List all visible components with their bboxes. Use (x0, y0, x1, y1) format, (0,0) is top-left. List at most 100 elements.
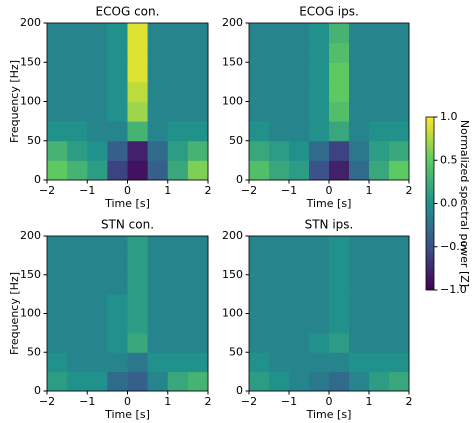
heatmap-cell (107, 23, 128, 44)
heatmap-cell (147, 332, 169, 353)
heatmap-cell (349, 371, 370, 392)
heatmap-cell (47, 274, 68, 295)
heatmap-cell (369, 313, 390, 334)
colorbar-tick-label: −1.0 (440, 283, 467, 296)
heatmap-cell (349, 81, 370, 102)
heatmap-cell (67, 160, 88, 181)
heatmap-cell (369, 352, 390, 373)
heatmap-cell (127, 42, 149, 63)
heatmap-cell (389, 101, 410, 122)
heatmap-cell (289, 313, 310, 334)
heatmap-cell (389, 42, 410, 63)
heatmap-cell (269, 101, 290, 122)
heatmap-cell (289, 352, 310, 373)
heatmap-cell (289, 294, 310, 314)
heatmap-cell (187, 140, 209, 161)
heatmap-cell (249, 42, 270, 63)
y-tick-label: 200 (222, 229, 243, 242)
x-axis-label: Time [s] (306, 408, 352, 421)
heatmap-cell (87, 255, 108, 276)
heatmap-cell (147, 62, 169, 83)
heatmap-cell (329, 101, 350, 122)
heatmap-cell (389, 255, 410, 276)
heatmap-cell (389, 274, 410, 295)
heatmap-cell (289, 371, 310, 392)
heatmap-cell (67, 274, 88, 295)
heatmap-cell (249, 101, 270, 122)
heatmap-cell (289, 140, 310, 161)
heatmap-cell (309, 236, 330, 256)
heatmap-cell (289, 62, 310, 83)
heatmap-cell (249, 236, 270, 256)
heatmap-cell (67, 81, 88, 102)
x-tick-label: 1 (164, 395, 171, 408)
x-tick-label: −2 (39, 184, 55, 197)
y-tick-label: 150 (20, 55, 41, 68)
heatmap-cell (329, 274, 350, 295)
heatmap-cell (187, 42, 209, 63)
heatmap-cell (87, 121, 108, 142)
heatmap-cell (127, 236, 149, 256)
heatmap-cell (87, 274, 108, 295)
heatmap-cell (349, 236, 370, 256)
heatmap-cell (269, 352, 290, 373)
heatmap-cell (87, 140, 108, 161)
heatmap-cell (67, 352, 88, 373)
heatmap-cell (249, 255, 270, 276)
heatmap-cell (349, 101, 370, 122)
heatmap-cell (167, 62, 189, 83)
x-axis-label: Time [s] (306, 197, 352, 210)
heatmap-cell (309, 274, 330, 295)
heatmap-cell (47, 101, 68, 122)
heatmap-cell (67, 42, 88, 63)
heatmap-cell (187, 332, 209, 353)
heatmap-cell (389, 81, 410, 102)
heatmap-cell (107, 42, 128, 63)
heatmap-cell (289, 332, 310, 353)
heatmap-cell (349, 332, 370, 353)
heatmap-cell (187, 294, 209, 314)
heatmap-cell (107, 121, 128, 142)
x-tick-label: −1 (281, 184, 297, 197)
y-tick-label: 0 (34, 173, 41, 186)
heatmap-cell (47, 140, 68, 161)
heatmap-cell (389, 121, 410, 142)
heatmap-cell (309, 101, 330, 122)
heatmap-cell (107, 140, 128, 161)
heatmap-cell (67, 62, 88, 83)
heatmap-cell (167, 352, 189, 373)
heatmap-cell (167, 294, 189, 314)
heatmap-cell (47, 81, 68, 102)
heatmap-cell (269, 236, 290, 256)
panel-title: ECOG con. (96, 5, 160, 19)
x-tick-label: 1 (164, 184, 171, 197)
heatmap-cell (369, 140, 390, 161)
heatmap-cell (309, 294, 330, 314)
heatmap-cell (389, 23, 410, 44)
x-axis-label: Time [s] (104, 408, 150, 421)
y-axis-label: Frequency [Hz] (8, 60, 21, 143)
y-tick-label: 100 (20, 307, 41, 320)
x-tick-label: 2 (205, 395, 212, 408)
heatmap-cell (167, 255, 189, 276)
heatmap-cell (107, 274, 128, 295)
heatmap-cell (87, 236, 108, 256)
heatmap-cell (67, 371, 88, 392)
heatmap-cell (147, 294, 169, 314)
heatmap-cell (269, 160, 290, 181)
heatmap-cell (107, 371, 128, 392)
colorbar (425, 116, 435, 291)
heatmap-cell (147, 352, 169, 373)
heatmap-cell (87, 101, 108, 122)
heatmap-cell (329, 81, 350, 102)
heatmap-cell (187, 352, 209, 373)
heatmap-cell (187, 160, 209, 181)
heatmap-cell (127, 23, 149, 44)
heatmap-cell (309, 23, 330, 44)
heatmap-cell (389, 236, 410, 256)
heatmap-cell (127, 371, 149, 392)
heatmap-cell (67, 140, 88, 161)
colorbar-tick-label: −0.5 (440, 240, 467, 253)
heatmap-cell (309, 371, 330, 392)
